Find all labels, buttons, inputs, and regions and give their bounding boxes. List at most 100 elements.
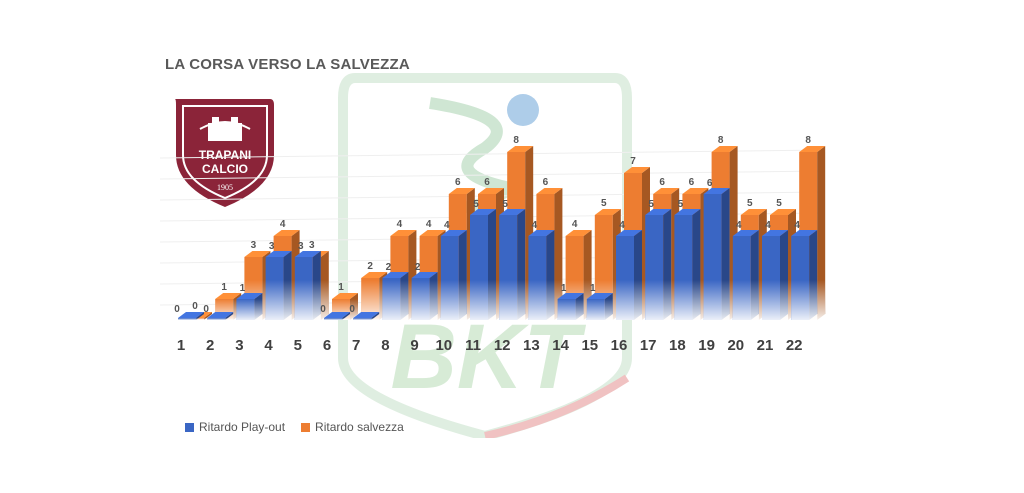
x-tick-label: 20 xyxy=(727,337,744,354)
x-tick-label: 3 xyxy=(235,337,243,354)
data-label-series2: 8 xyxy=(718,135,724,146)
data-label-series2: 3 xyxy=(251,240,257,251)
bar-series1 xyxy=(411,272,438,320)
x-tick-label: 15 xyxy=(581,337,598,354)
legend-item-series1: Ritardo Play-out xyxy=(185,420,285,434)
x-tick-label: 2 xyxy=(206,337,214,354)
bar-series1 xyxy=(265,251,292,320)
bar-series1 xyxy=(586,293,613,320)
bar-series1 xyxy=(324,312,350,320)
data-label-series1: 4 xyxy=(619,220,625,231)
x-tick-label: 14 xyxy=(552,337,569,354)
bar-series1 xyxy=(616,230,642,320)
data-label-series1: 3 xyxy=(269,241,275,252)
logo-line1: TRAPANI xyxy=(199,148,251,162)
legend-swatch-series1 xyxy=(185,422,194,432)
data-label-series1: 5 xyxy=(502,199,508,210)
data-label-series2: 1 xyxy=(338,282,344,293)
data-label-series2: 4 xyxy=(280,219,286,230)
data-label-series2: 6 xyxy=(689,177,695,188)
data-label-series1: 3 xyxy=(298,241,304,252)
data-label-series1: 4 xyxy=(444,220,450,231)
bar-series1 xyxy=(645,209,672,320)
bar-series1 xyxy=(557,293,584,320)
x-tick-label: 1 xyxy=(177,337,185,354)
bar-series1 xyxy=(762,230,788,320)
bar-series1 xyxy=(440,230,467,320)
trapani-calcio-crest-icon: TRAPANI CALCIO 1905 xyxy=(175,99,274,207)
x-tick-label: 8 xyxy=(381,337,389,354)
x-tick-label: 11 xyxy=(465,337,481,354)
bar-series1 xyxy=(732,230,759,320)
x-tick-label: 17 xyxy=(640,337,657,354)
data-label-series2: 7 xyxy=(630,156,636,167)
x-tick-label: 4 xyxy=(264,337,273,354)
legend-label-series1: Ritardo Play-out xyxy=(199,420,286,434)
bar-series1 xyxy=(674,209,701,320)
data-label-series2: 4 xyxy=(572,219,578,230)
bar-series1 xyxy=(178,312,204,320)
data-label-series1: 1 xyxy=(561,283,567,294)
chart-title: LA CORSA VERSO LA SALVEZZA xyxy=(165,56,410,73)
logo-line2: CALCIO xyxy=(202,162,248,176)
data-label-series1: 2 xyxy=(415,262,421,273)
x-tick-label: 13 xyxy=(523,337,540,354)
data-label-series1: 4 xyxy=(736,220,742,231)
data-label-series1: 0 xyxy=(320,304,326,315)
data-label-series2: 1 xyxy=(221,282,227,293)
data-label-series1: 5 xyxy=(648,199,654,210)
x-tick-label: 18 xyxy=(669,337,686,354)
data-label-series1: 1 xyxy=(240,283,246,294)
x-tick-label: 6 xyxy=(323,337,331,354)
data-label-series2: 5 xyxy=(776,198,782,209)
bar-series1 xyxy=(470,209,496,320)
bar-series1 xyxy=(353,312,380,320)
data-label-series2: 3 xyxy=(309,240,315,251)
data-label-series1: 6 xyxy=(707,178,713,189)
data-label-series1: 0 xyxy=(349,304,355,315)
bar-series1 xyxy=(207,312,234,320)
bar-series1 xyxy=(528,230,555,320)
bar-series1 xyxy=(236,293,263,320)
x-tick-label: 16 xyxy=(611,337,628,354)
x-tick-label: 5 xyxy=(294,337,302,354)
x-tick-label: 7 xyxy=(352,337,360,354)
data-label-series1: 5 xyxy=(678,199,684,210)
data-label-series2: 8 xyxy=(805,135,811,146)
bar-series1 xyxy=(294,251,321,320)
bar-series1 xyxy=(382,272,409,320)
legend-label-series2: Ritardo salvezza xyxy=(315,420,404,434)
data-label-series1: 4 xyxy=(765,220,771,231)
x-tick-label: 9 xyxy=(410,337,418,354)
data-label-series2: 6 xyxy=(543,177,549,188)
data-label-series2: 6 xyxy=(455,177,461,188)
x-tick-label: 12 xyxy=(494,337,511,354)
bar-series1 xyxy=(499,209,526,320)
data-label-series1: 5 xyxy=(473,199,479,210)
svg-text:BKT: BKT xyxy=(390,306,586,408)
data-label-series2: 6 xyxy=(659,177,665,188)
legend-swatch-series2 xyxy=(301,422,311,432)
logo-year: 1905 xyxy=(217,183,233,192)
data-label-series2: 5 xyxy=(747,198,753,209)
data-label-series1: 0 xyxy=(203,304,209,315)
data-label-series2: 5 xyxy=(601,198,607,209)
data-label-series2: 2 xyxy=(367,261,373,272)
data-label-series2: 0 xyxy=(192,301,198,312)
data-label-series2: 6 xyxy=(484,177,490,188)
x-tick-label: 21 xyxy=(757,337,774,354)
data-label-series1: 4 xyxy=(794,220,800,231)
x-tick-label: 19 xyxy=(698,337,715,354)
data-label-series2: 4 xyxy=(426,219,432,230)
data-label-series2: 4 xyxy=(397,219,403,230)
bar-series1 xyxy=(791,230,818,320)
data-label-series1: 0 xyxy=(174,304,180,315)
data-label-series1: 4 xyxy=(532,220,538,231)
legend: Ritardo Play-out Ritardo salvezza xyxy=(185,420,404,434)
data-label-series2: 8 xyxy=(513,135,519,146)
bar-series1 xyxy=(703,188,730,320)
data-label-series1: 2 xyxy=(386,262,392,273)
x-tick-label: 10 xyxy=(435,337,452,354)
legend-item-series2: Ritardo salvezza xyxy=(301,420,404,434)
